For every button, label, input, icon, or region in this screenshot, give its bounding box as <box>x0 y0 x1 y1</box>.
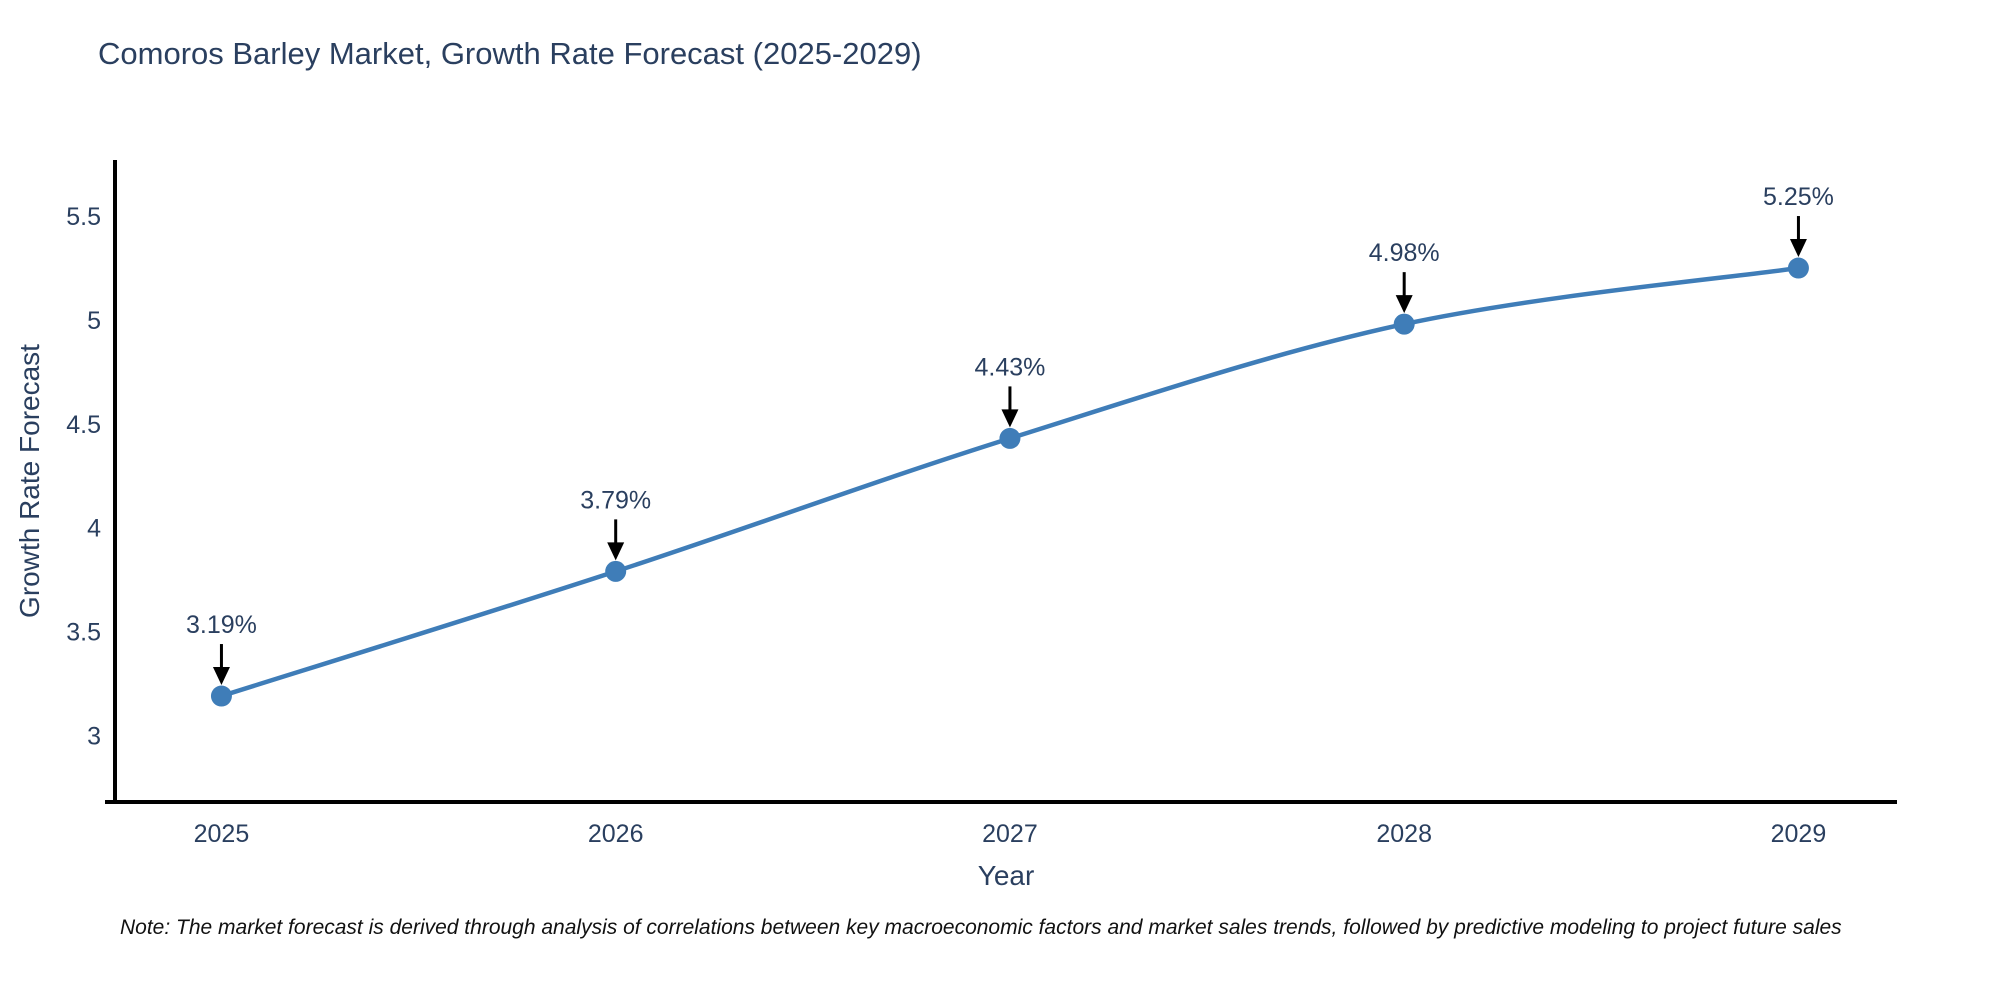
y-tick-label: 4 <box>87 515 101 543</box>
footnote: Note: The market forecast is derived thr… <box>120 916 1842 939</box>
annotation-arrowhead <box>607 542 625 561</box>
y-tick-label: 3 <box>87 723 101 751</box>
y-tick-label: 3.5 <box>66 619 101 647</box>
y-tick-label: 5.5 <box>66 203 101 231</box>
data-point <box>1393 313 1415 335</box>
point-value-label: 3.79% <box>580 486 651 514</box>
data-point <box>605 560 627 582</box>
point-value-label: 3.19% <box>186 611 257 639</box>
x-axis-title: Year <box>977 860 1035 891</box>
annotation-arrowhead <box>1395 295 1413 314</box>
point-value-label: 4.43% <box>974 353 1045 381</box>
y-tick-label: 5 <box>87 307 101 335</box>
x-tick-label: 2025 <box>194 820 250 848</box>
x-tick-label: 2027 <box>982 820 1038 848</box>
x-tick-label: 2028 <box>1376 820 1432 848</box>
point-value-label: 5.25% <box>1763 183 1834 211</box>
point-value-label: 4.98% <box>1369 239 1440 267</box>
chart-title: Comoros Barley Market, Growth Rate Forec… <box>98 36 922 71</box>
annotation-arrowhead <box>1001 409 1019 428</box>
data-point <box>999 427 1021 449</box>
annotation-arrowhead <box>1789 239 1807 258</box>
data-point <box>1787 257 1809 279</box>
annotation-arrowhead <box>212 667 230 686</box>
x-tick-label: 2029 <box>1771 820 1827 848</box>
data-point <box>210 685 232 707</box>
x-tick-label: 2026 <box>588 820 644 848</box>
trend-line <box>219 265 1801 699</box>
y-tick-label: 4.5 <box>66 411 101 439</box>
